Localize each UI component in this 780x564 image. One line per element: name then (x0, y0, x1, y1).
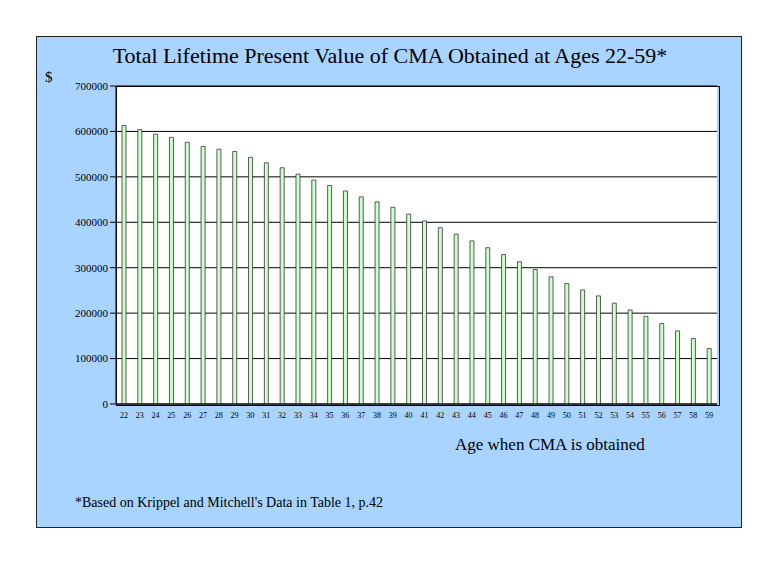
svg-text:39: 39 (389, 411, 397, 420)
html-text:Age when CMA is obtained: Age when CMA is obtained (455, 435, 645, 454)
svg-text:55: 55 (642, 411, 650, 420)
svg-text:51: 51 (579, 411, 587, 420)
svg-text:23: 23 (136, 411, 144, 420)
svg-text:40: 40 (405, 411, 413, 420)
svg-text:500000: 500000 (75, 171, 109, 183)
svg-text:58: 58 (689, 411, 697, 420)
svg-text:33: 33 (294, 411, 302, 420)
svg-text:30: 30 (246, 411, 254, 420)
svg-text:35: 35 (326, 411, 334, 420)
svg-text:300000: 300000 (75, 262, 109, 274)
svg-text:26: 26 (183, 411, 191, 420)
svg-text:44: 44 (468, 411, 476, 420)
svg-text:50: 50 (563, 411, 571, 420)
html-text:Total Lifetime Present Value o: Total Lifetime Present Value of CMA Obta… (112, 43, 668, 68)
html-text:*Based on Krippel and Mitchell: *Based on Krippel and Mitchell's Data in… (75, 495, 384, 510)
svg-text:45: 45 (484, 411, 492, 420)
svg-text:24: 24 (152, 411, 160, 420)
svg-text:200000: 200000 (75, 307, 109, 319)
svg-text:27: 27 (199, 411, 207, 420)
svg-text:46: 46 (499, 411, 507, 420)
svg-text:42: 42 (436, 411, 444, 420)
svg-text:48: 48 (531, 411, 539, 420)
svg-text:43: 43 (452, 411, 460, 420)
svg-text:700000: 700000 (75, 80, 109, 92)
svg-text:38: 38 (373, 411, 381, 420)
svg-text:31: 31 (262, 411, 270, 420)
svg-text:22: 22 (120, 411, 128, 420)
svg-text:36: 36 (341, 411, 349, 420)
svg-text:25: 25 (167, 411, 175, 420)
svg-text:49: 49 (547, 411, 555, 420)
svg-text:28: 28 (215, 411, 223, 420)
svg-text:47: 47 (515, 411, 523, 420)
svg-text:0: 0 (103, 398, 109, 410)
svg-text:32: 32 (278, 411, 286, 420)
svg-text:400000: 400000 (75, 216, 109, 228)
svg-text:53: 53 (610, 411, 618, 420)
svg-text:41: 41 (420, 411, 428, 420)
svg-text:34: 34 (310, 411, 318, 420)
svg-text:59: 59 (705, 411, 713, 420)
svg-text:52: 52 (594, 411, 602, 420)
svg-text:57: 57 (673, 411, 681, 420)
svg-text:37: 37 (357, 411, 365, 420)
svg-text:54: 54 (626, 411, 634, 420)
svg-text:100000: 100000 (75, 352, 109, 364)
svg-text:29: 29 (231, 411, 239, 420)
svg-text:56: 56 (658, 411, 666, 420)
svg-text:600000: 600000 (75, 125, 109, 137)
